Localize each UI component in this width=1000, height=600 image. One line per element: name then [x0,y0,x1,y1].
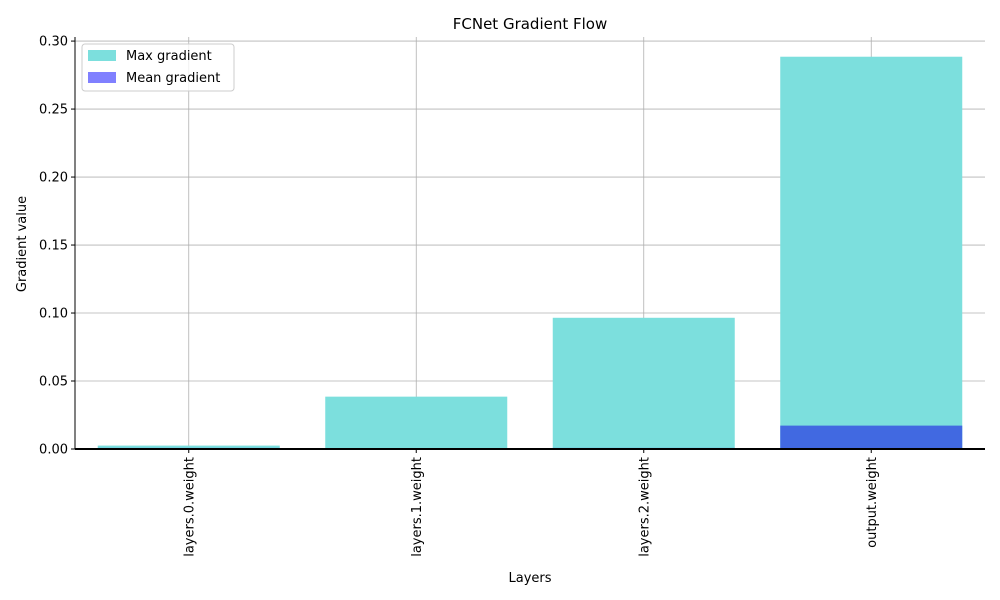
bar-max-gradient-layers-1-weight [325,396,508,449]
y-tick-label: 0.10 [39,307,68,322]
bar-max-gradient-output-weight [780,56,963,449]
x-tick-label: layers.2.weight [637,457,652,557]
y-tick-label: 0.15 [39,239,68,254]
mean-gradient-bars [97,425,963,449]
bar-max-gradient-layers-0-weight [97,445,280,449]
legend-label-mean: Mean gradient [126,71,220,86]
chart-title: FCNet Gradient Flow [453,15,608,33]
y-tick-label: 0.00 [39,443,68,458]
legend-label-max: Max gradient [126,49,212,64]
x-tick-label: output.weight [865,457,880,548]
legend-swatch-max [88,50,116,61]
x-tick-label: layers.1.weight [410,457,425,557]
max-gradient-bars [97,56,963,449]
axes [74,37,985,450]
x-tick-label: layers.0.weight [182,457,197,557]
bar-mean-gradient-output-weight [780,425,963,449]
y-axis-label: Gradient value [15,196,30,292]
legend: Max gradient Mean gradient [81,43,235,92]
legend-frame [81,43,235,92]
y-tick-label: 0.30 [39,35,68,50]
legend-swatch-mean [88,72,116,83]
y-tick-label: 0.25 [39,103,68,118]
x-axis-label: Layers [508,571,551,586]
y-tick-label: 0.05 [39,375,68,390]
y-tick-label: 0.20 [39,171,68,186]
x-ticks: layers.0.weight layers.1.weight layers.2.w… [182,449,880,557]
bar-max-gradient-layers-2-weight [552,317,735,449]
y-ticks: 0.00 0.05 0.10 0.15 0.20 0.25 0.30 [39,35,75,458]
